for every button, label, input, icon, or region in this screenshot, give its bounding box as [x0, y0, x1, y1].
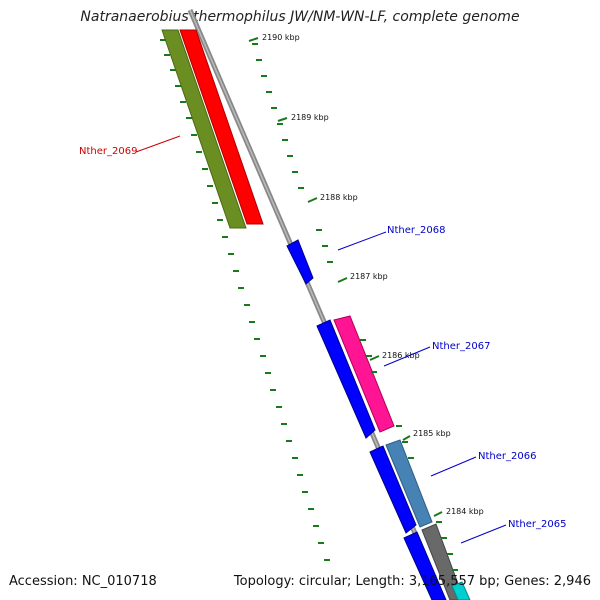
gene-label-nther-2066[interactable]: Nther_2066 [478, 451, 536, 462]
tick-label-2184: 2184 kbp [446, 507, 484, 516]
feature-cyan [451, 581, 471, 600]
feature-steelblue [385, 439, 433, 528]
feature-olive [161, 29, 247, 229]
tick-label-2187: 2187 kbp [350, 272, 388, 281]
accession-text: Accession: NC_010718 [9, 574, 157, 589]
feature-red [179, 29, 264, 225]
tick-label-2190: 2190 kbp [262, 33, 300, 42]
feature-gray [421, 523, 465, 600]
tick-label-2189: 2189 kbp [291, 113, 329, 122]
feature-pink [333, 315, 395, 433]
kbp-ticks: 2190 kbp 2189 kbp 2188 kbp 2187 kbp 2186… [248, 33, 484, 517]
topology-text: Topology: circular; Length: 3,165,557 bp… [233, 574, 591, 589]
scale-guide-left [160, 39, 330, 561]
feature-blue-2065 [403, 531, 447, 600]
scale-guide-right [252, 43, 458, 571]
gene-label-nther-2069[interactable]: Nther_2069 [79, 146, 137, 157]
tick-label-2186: 2186 kbp [382, 351, 420, 360]
gene-label-nther-2067[interactable]: Nther_2067 [432, 341, 490, 352]
tick-label-2188: 2188 kbp [320, 193, 358, 202]
tick-label-2185: 2185 kbp [413, 429, 451, 438]
feature-blue-small [286, 239, 314, 285]
gene-label-nther-2065[interactable]: Nther_2065 [508, 519, 566, 530]
gene-label-group: Nther_2069 Nther_2068 Nther_2067 Nther_2… [79, 135, 566, 544]
feature-blue-2067 [316, 319, 376, 439]
feature-blue-2066 [369, 445, 417, 534]
gene-label-nther-2068[interactable]: Nther_2068 [387, 225, 445, 236]
